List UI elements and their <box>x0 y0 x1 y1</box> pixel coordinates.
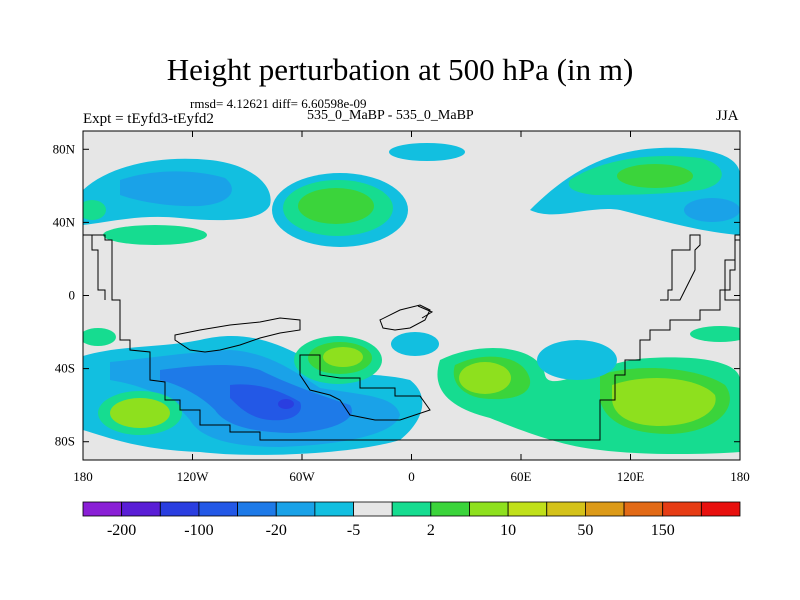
colorbar-label: -20 <box>266 522 287 539</box>
y-tick-label: 40S <box>55 361 75 376</box>
outline-australia-east <box>660 234 701 301</box>
outline-antarctic-east <box>724 234 740 301</box>
experiment-label: Expt = tEyfd3-tEyfd2 <box>83 111 214 127</box>
outline-island-2 <box>417 305 434 319</box>
colorbar-swatch <box>353 501 393 517</box>
contour-pos-io-5 <box>459 362 511 394</box>
colorbar-swatch <box>662 501 702 517</box>
x-tick-label: 120E <box>617 469 645 484</box>
colorbar-swatch <box>314 501 354 517</box>
outline-mountain-1 <box>174 317 301 353</box>
outline-mountain-2 <box>299 354 431 421</box>
contour-pos-e-edge <box>690 326 740 342</box>
colorbar-label: 50 <box>577 522 593 539</box>
colorbar-label: -100 <box>184 522 213 539</box>
contour-pos-sa-3 <box>323 347 363 367</box>
contour-neg-sio <box>391 332 439 356</box>
colorbar-swatch <box>198 501 238 517</box>
colorbar-swatch <box>121 501 161 517</box>
contour-pos-nw-edge <box>83 328 116 346</box>
contour-neg-sio-2 <box>537 340 617 380</box>
colorbar-label: -200 <box>107 522 136 539</box>
colorbar-swatch <box>546 501 586 517</box>
y-tick-label: 0 <box>69 288 76 303</box>
colorbar-swatch <box>469 501 509 517</box>
outline-island-1 <box>379 304 431 331</box>
colorbar-swatch <box>623 501 664 517</box>
colorbar-swatch <box>237 501 277 517</box>
contour-pos-io-4 <box>612 377 716 426</box>
x-tick-label: 180 <box>73 469 93 484</box>
y-tick-label: 80N <box>53 141 76 156</box>
x-tick-label: 120W <box>177 469 210 484</box>
colorbar-swatch <box>430 501 470 517</box>
y-tick-label: 80S <box>55 434 75 449</box>
contour-neg-south-4 <box>230 384 301 421</box>
chart-title: Height perturbation at 500 hPa (in m) <box>166 52 634 87</box>
contour-neg-atl <box>389 143 465 161</box>
outline-america-west <box>83 234 106 300</box>
contour-pos-sw-2 <box>110 398 170 428</box>
colorbar-swatch <box>700 501 741 517</box>
colorbar-label: 150 <box>651 522 675 539</box>
outline-south-america <box>90 234 740 441</box>
axes: 180 120W 60W 0 60E 120E 180 80N 40N 0 40S 80S <box>53 131 750 484</box>
colorbar-label: 10 <box>500 522 516 539</box>
colorbar: -200 -100 -20 -5 2 10 50 150 <box>82 501 741 539</box>
y-tick-label: 40N <box>53 214 76 229</box>
colorbar-swatch <box>82 501 123 517</box>
x-tick-label: 0 <box>408 469 415 484</box>
x-tick-label: 60E <box>511 469 532 484</box>
colorbar-swatch <box>585 501 625 517</box>
contour-neg-eura-e <box>684 198 740 222</box>
stats-text: rmsd= 4.12621 diff= 6.60598e-09 <box>190 96 367 111</box>
colorbar-swatch <box>507 501 548 517</box>
contour-pos-w-edge <box>83 200 106 220</box>
contour-neg-south-core <box>278 399 294 409</box>
colorbar-label: 2 <box>427 522 435 539</box>
contour-field <box>83 131 740 460</box>
plot-frame <box>82 130 741 461</box>
colorbar-swatch <box>275 501 316 517</box>
x-tick-label: 60W <box>289 469 315 484</box>
contour-pos-npac-band <box>103 225 207 245</box>
contour-pos-eura-3 <box>617 164 693 188</box>
colorbar-swatch <box>391 501 432 517</box>
contour-neg-npac-2 <box>120 171 232 207</box>
colorbar-label: -5 <box>347 522 360 539</box>
cases-label: 535_0_MaBP - 535_0_MaBP <box>307 108 474 123</box>
season-label: JJA <box>716 108 739 124</box>
colorbar-swatch <box>159 501 200 517</box>
x-tick-label: 180 <box>730 469 750 484</box>
continent-outlines <box>83 234 740 441</box>
contour-pos-na-3 <box>298 188 374 224</box>
